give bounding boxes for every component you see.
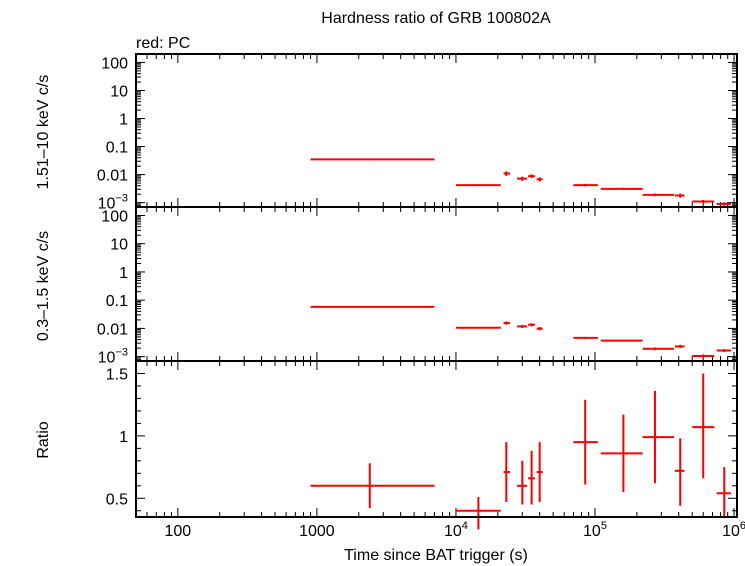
data-point bbox=[310, 305, 435, 308]
data-point bbox=[310, 463, 435, 509]
ylabel-soft: 0.3–1.5 keV c/s bbox=[35, 231, 52, 341]
chart-title: Hardness ratio of GRB 100802A bbox=[321, 10, 551, 27]
panel-frame bbox=[135, 360, 738, 518]
data-point bbox=[600, 414, 643, 493]
data-point bbox=[503, 442, 511, 503]
data-point bbox=[716, 202, 731, 206]
x-tick-label: 104 bbox=[444, 520, 468, 540]
y-tick-label: 1 bbox=[119, 429, 128, 446]
data-point bbox=[455, 497, 501, 530]
x-axis-label: Time since BAT trigger (s) bbox=[344, 547, 528, 564]
panel-frame bbox=[135, 53, 738, 208]
chart-subtitle: red: PC bbox=[136, 35, 190, 52]
y-tick-label: 1 bbox=[119, 265, 128, 282]
data-point bbox=[517, 324, 528, 329]
y-tick-label: 100 bbox=[101, 55, 128, 72]
data-point bbox=[528, 450, 535, 505]
x-tick-label: 106 bbox=[722, 520, 745, 540]
data-point bbox=[528, 323, 535, 327]
data-point bbox=[674, 344, 685, 349]
y-tick-label: 0.5 bbox=[106, 491, 128, 508]
data-point bbox=[536, 327, 543, 331]
data-point bbox=[600, 339, 643, 342]
y-tick-label: 10 bbox=[110, 237, 128, 254]
data-point bbox=[716, 467, 731, 519]
data-point bbox=[517, 176, 528, 181]
panel-frame bbox=[135, 206, 738, 362]
x-tick-labels: 100 1000 104 105 106 bbox=[165, 520, 745, 540]
data-point bbox=[536, 177, 543, 182]
x-tick-label: 100 bbox=[165, 523, 192, 540]
y-tick-label: 10−3 bbox=[98, 347, 128, 367]
data-point bbox=[528, 174, 535, 179]
y-tick-label: 1.5 bbox=[106, 366, 128, 383]
data-point bbox=[642, 390, 675, 484]
data-point bbox=[503, 321, 511, 325]
y-tick-label: 0.01 bbox=[97, 168, 128, 185]
data-point bbox=[716, 349, 731, 353]
data-point bbox=[503, 171, 511, 176]
data-point bbox=[455, 326, 501, 329]
y-tick-label: 0.01 bbox=[97, 321, 128, 338]
data-point bbox=[573, 399, 598, 485]
data-point bbox=[517, 460, 528, 505]
data-point bbox=[536, 442, 543, 503]
data-point bbox=[692, 373, 715, 479]
ylabel-ratio: Ratio bbox=[35, 421, 52, 458]
panel-ratio: 1.5 1 0.5 bbox=[106, 360, 738, 530]
data-point bbox=[455, 184, 501, 187]
panel-soft: 100 10 1 0.1 0.01 10−3 bbox=[97, 206, 738, 367]
data-point bbox=[692, 354, 715, 358]
data-point bbox=[674, 438, 685, 506]
data-point bbox=[600, 187, 643, 190]
data-point bbox=[573, 183, 598, 187]
y-tick-label: 1 bbox=[119, 112, 128, 129]
ylabel-hard: 1.51–10 keV c/s bbox=[35, 75, 52, 190]
y-tick-label: 100 bbox=[101, 208, 128, 225]
data-point bbox=[310, 158, 435, 161]
data-point bbox=[642, 193, 675, 197]
data-point bbox=[674, 193, 685, 198]
y-tick-label: 10 bbox=[110, 83, 128, 100]
y-tick-label: 0.1 bbox=[106, 140, 128, 157]
y-tick-label: 0.1 bbox=[106, 293, 128, 310]
x-tick-label: 1000 bbox=[299, 523, 335, 540]
data-point bbox=[642, 347, 675, 351]
data-point bbox=[573, 336, 598, 340]
data-point bbox=[692, 199, 715, 204]
x-tick-label: 105 bbox=[583, 520, 607, 540]
